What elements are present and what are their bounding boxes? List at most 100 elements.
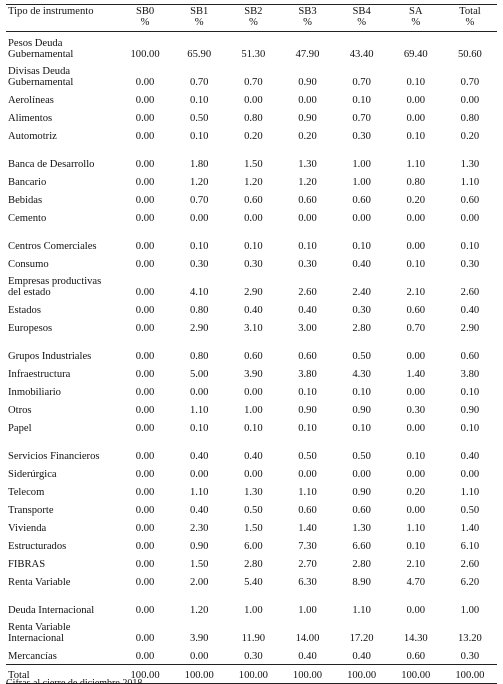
value-cell: 6.30 — [298, 577, 317, 588]
value-cell: 0.00 — [135, 369, 155, 380]
value-cell: 0.10 — [189, 131, 209, 142]
value-cell: 1.00 — [352, 177, 371, 188]
value-cell: 0.60 — [244, 351, 263, 362]
header-sb1: SB1% — [172, 4, 227, 32]
row-label: Mercancías — [8, 651, 57, 662]
value-cell: 0.00 — [244, 469, 263, 480]
table-row: Estructurados 0.00 0.90 6.00 7.30 6.60 0.10 6.1… — [6, 536, 497, 554]
value-cell: 0.20 — [460, 131, 480, 142]
row-label: Bancario — [8, 177, 47, 188]
value-cell: 51.30 — [241, 49, 266, 60]
value-cell: 0.30 — [460, 651, 480, 662]
value-cell: 0.00 — [460, 95, 480, 106]
table-row: Empresas productivas del estado 0.00 4.10 2… — [6, 272, 497, 300]
value-cell: 0.00 — [135, 541, 155, 552]
row-label: Empresas productivas del estado — [8, 276, 102, 298]
value-cell: 65.90 — [187, 49, 212, 60]
value-cell: 100.00 — [130, 49, 160, 60]
value-cell: 0.00 — [406, 469, 426, 480]
value-cell: 0.90 — [189, 541, 209, 552]
table-row: Automotriz 0.00 0.10 0.20 0.20 0.30 0.10 0.20 — [6, 126, 497, 144]
value-cell: 1.00 — [244, 405, 263, 416]
total-cell: 100.00 — [226, 664, 281, 684]
row-label: Renta Variable Internacional — [8, 622, 71, 644]
value-cell: 0.80 — [244, 113, 263, 124]
value-cell: 0.80 — [189, 305, 209, 316]
value-cell: 1.40 — [298, 523, 317, 534]
value-cell: 0.00 — [135, 113, 155, 124]
row-label: Siderúrgica — [8, 469, 57, 480]
table-row: Grupos Industriales 0.00 0.80 0.60 0.60 0.50 0… — [6, 336, 497, 364]
value-cell: 0.00 — [135, 287, 155, 298]
value-cell: 0.90 — [298, 77, 317, 88]
value-cell: 7.30 — [298, 541, 317, 552]
value-cell: 0.00 — [135, 95, 155, 106]
value-cell: 0.00 — [135, 131, 155, 142]
value-cell: 1.40 — [406, 369, 426, 380]
total-cell: 100.00 — [334, 664, 389, 684]
value-cell: 0.10 — [352, 95, 371, 106]
value-cell: 0.90 — [298, 405, 317, 416]
value-cell: 0.90 — [298, 113, 317, 124]
value-cell: 0.80 — [189, 351, 209, 362]
row-label: Vivienda — [8, 523, 47, 534]
value-cell: 0.30 — [406, 405, 426, 416]
value-cell: 0.30 — [352, 305, 371, 316]
value-cell: 2.30 — [189, 523, 209, 534]
value-cell: 1.30 — [352, 523, 371, 534]
value-cell: 0.10 — [406, 131, 426, 142]
value-cell: 0.90 — [352, 405, 371, 416]
value-cell: 0.40 — [189, 451, 209, 462]
row-label: Consumo — [8, 259, 49, 270]
value-cell: 0.00 — [406, 505, 426, 516]
table-row: Vivienda 0.00 2.30 1.50 1.40 1.30 1.10 1.40 — [6, 518, 497, 536]
value-cell: 2.90 — [189, 323, 209, 334]
value-cell: 0.20 — [406, 487, 426, 498]
value-cell: 1.00 — [298, 605, 317, 616]
total-cell: 100.00 — [118, 664, 173, 684]
row-label: Deuda Internacional — [8, 605, 95, 616]
value-cell: 1.00 — [244, 605, 263, 616]
table-row: Infraestructura 0.00 5.00 3.90 3.80 4.30 1.40 3… — [6, 364, 497, 382]
total-cell: 100.00 — [388, 664, 443, 684]
table-row: Bebidas 0.00 0.70 0.60 0.60 0.60 0.20 0.60 — [6, 190, 497, 208]
value-cell: 0.00 — [298, 95, 317, 106]
table-row: Siderúrgica 0.00 0.00 0.00 0.00 0.00 0.00 0.00 — [6, 464, 497, 482]
value-cell: 0.00 — [460, 213, 480, 224]
value-cell: 0.10 — [352, 423, 371, 434]
table-row: Cemento 0.00 0.00 0.00 0.00 0.00 0.00 0.00 — [6, 208, 497, 226]
table-row: Divisas Deuda Gubernamental 0.00 0.70 0.70 0… — [6, 62, 497, 90]
table-row: Renta Variable 0.00 2.00 5.40 6.30 8.90 4.70 6.… — [6, 572, 497, 590]
value-cell: 1.30 — [244, 487, 263, 498]
value-cell: 0.20 — [298, 131, 317, 142]
header-tipo: Tipo de instrumento — [6, 4, 118, 32]
value-cell: 0.40 — [244, 305, 263, 316]
value-cell: 1.40 — [460, 523, 480, 534]
value-cell: 0.60 — [406, 651, 426, 662]
value-cell: 0.10 — [406, 451, 426, 462]
value-cell: 3.90 — [189, 633, 209, 644]
row-label: Estados — [8, 305, 41, 316]
value-cell: 0.40 — [460, 451, 480, 462]
table-row: Aerolíneas 0.00 0.10 0.00 0.00 0.10 0.00 0.00 — [6, 90, 497, 108]
value-cell: 0.10 — [460, 387, 480, 398]
value-cell: 3.90 — [244, 369, 263, 380]
value-cell: 13.20 — [458, 633, 482, 644]
value-cell: 0.60 — [244, 195, 263, 206]
value-cell: 0.00 — [244, 95, 263, 106]
value-cell: 3.80 — [460, 369, 480, 380]
row-label: Aerolíneas — [8, 95, 54, 106]
value-cell: 0.60 — [460, 351, 480, 362]
value-cell: 0.00 — [135, 77, 155, 88]
value-cell: 0.00 — [135, 559, 155, 570]
value-cell: 0.40 — [352, 259, 371, 270]
value-cell: 0.00 — [135, 405, 155, 416]
value-cell: 0.50 — [352, 351, 371, 362]
value-cell: 47.90 — [295, 49, 320, 60]
value-cell: 0.90 — [460, 405, 480, 416]
row-label: Telecom — [8, 487, 45, 498]
value-cell: 1.50 — [244, 523, 263, 534]
value-cell: 2.90 — [460, 323, 480, 334]
value-cell: 4.30 — [352, 369, 371, 380]
table-row: Transporte 0.00 0.40 0.50 0.60 0.60 0.00 0.50 — [6, 500, 497, 518]
